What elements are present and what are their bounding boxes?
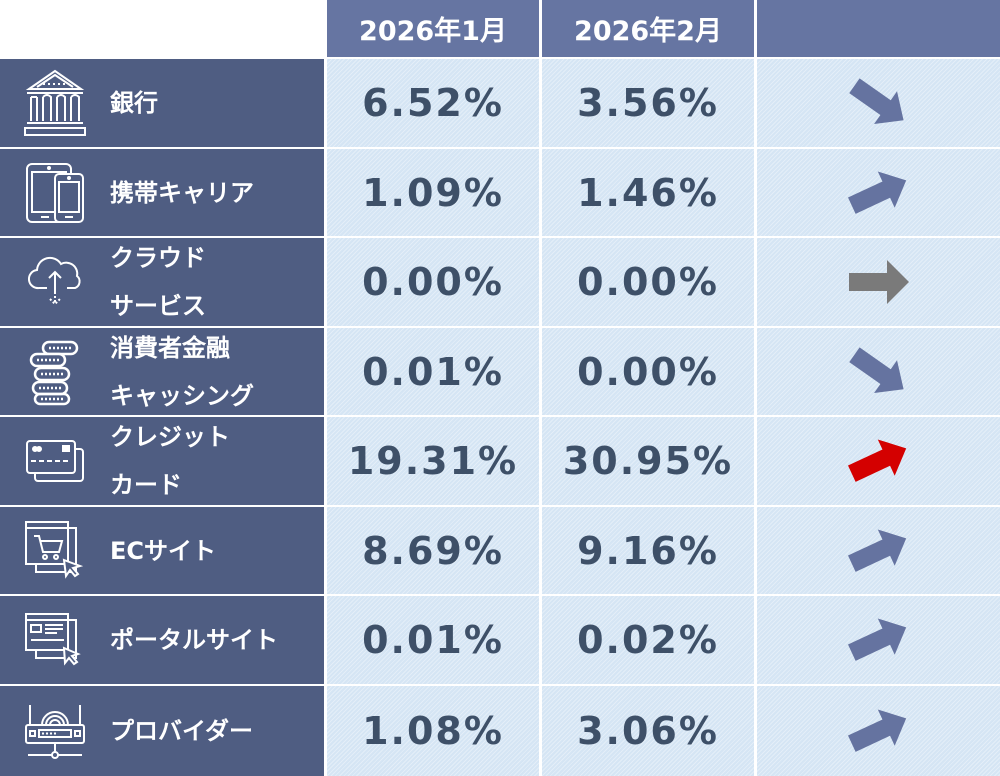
- cell-jan: 1.08%: [327, 686, 539, 776]
- cell-feb: 0.00%: [542, 238, 754, 326]
- header-corner: [0, 0, 326, 57]
- cell-feb: 3.56%: [542, 59, 754, 147]
- cell-jan: 1.09%: [327, 149, 539, 236]
- row-label-portal-site: ポータルサイト: [0, 596, 324, 684]
- trend-up-arrow-icon: [847, 618, 906, 661]
- cell-trend: [757, 507, 1000, 594]
- cell-jan: 0.01%: [327, 328, 539, 415]
- trend-up-arrow-icon: [847, 528, 906, 572]
- shopping-cart-window-icon: [0, 507, 110, 594]
- row-label-text: クラウド サービス: [110, 244, 206, 320]
- row-label-mobile-carrier: 携帯キャリア: [0, 149, 324, 236]
- bank-icon: [0, 59, 110, 147]
- row-label-text: プロバイダー: [110, 717, 254, 745]
- cell-feb: 30.95%: [542, 417, 754, 505]
- row-label-provider: プロバイダー: [0, 686, 324, 776]
- cell-jan: 0.01%: [327, 596, 539, 684]
- router-icon: [0, 686, 110, 776]
- row-label-cloud-service: クラウド サービス: [0, 238, 324, 326]
- row-label-text: クレジット カード: [110, 423, 230, 499]
- row-label-ec-site: ECサイト: [0, 507, 324, 594]
- row-label-consumer-finance: 消費者金融 キャッシング: [0, 328, 324, 415]
- trend-up-arrow-icon: [847, 709, 906, 752]
- cell-trend: [757, 686, 1000, 776]
- cell-trend: [757, 417, 1000, 505]
- row-label-text: ECサイト: [110, 536, 217, 565]
- mobile-devices-icon: [0, 149, 110, 236]
- cell-trend: [757, 149, 1000, 236]
- row-label-text: 消費者金融 キャッシング: [110, 333, 254, 410]
- cell-feb: 1.46%: [542, 149, 754, 236]
- trend-up-arrow-icon: [847, 170, 906, 214]
- cell-feb: 0.00%: [542, 328, 754, 415]
- row-label-credit-card: クレジット カード: [0, 417, 324, 505]
- credit-card-icon: [0, 417, 110, 505]
- row-label-bank: 銀行: [0, 59, 324, 147]
- trend-down-arrow-icon: [848, 346, 904, 393]
- cell-jan: 8.69%: [327, 507, 539, 594]
- cell-trend: [757, 328, 1000, 415]
- cell-trend: [757, 238, 1000, 326]
- trend-down-arrow-icon: [848, 78, 904, 124]
- trend-flat-arrow-icon: [848, 260, 909, 304]
- cell-jan: 6.52%: [327, 59, 539, 147]
- cell-feb: 0.02%: [542, 596, 754, 684]
- column-header-jan: 2026年1月: [327, 0, 539, 57]
- cloud-sync-icon: [0, 238, 110, 326]
- portal-window-icon: [0, 596, 110, 684]
- cell-jan: 19.31%: [327, 417, 539, 505]
- cell-feb: 9.16%: [542, 507, 754, 594]
- cell-jan: 0.00%: [327, 238, 539, 326]
- trend-up-arrow-highlight-icon: [847, 439, 906, 482]
- row-label-text: ポータルサイト: [110, 626, 278, 654]
- cell-feb: 3.06%: [542, 686, 754, 776]
- coins-stack-icon: [0, 328, 110, 415]
- cell-trend: [757, 59, 1000, 147]
- column-header-feb: 2026年2月: [542, 0, 754, 57]
- cell-trend: [757, 596, 1000, 684]
- row-label-text: 携帯キャリア: [110, 178, 254, 207]
- column-header-trend: [757, 0, 1000, 57]
- row-label-text: 銀行: [110, 89, 158, 117]
